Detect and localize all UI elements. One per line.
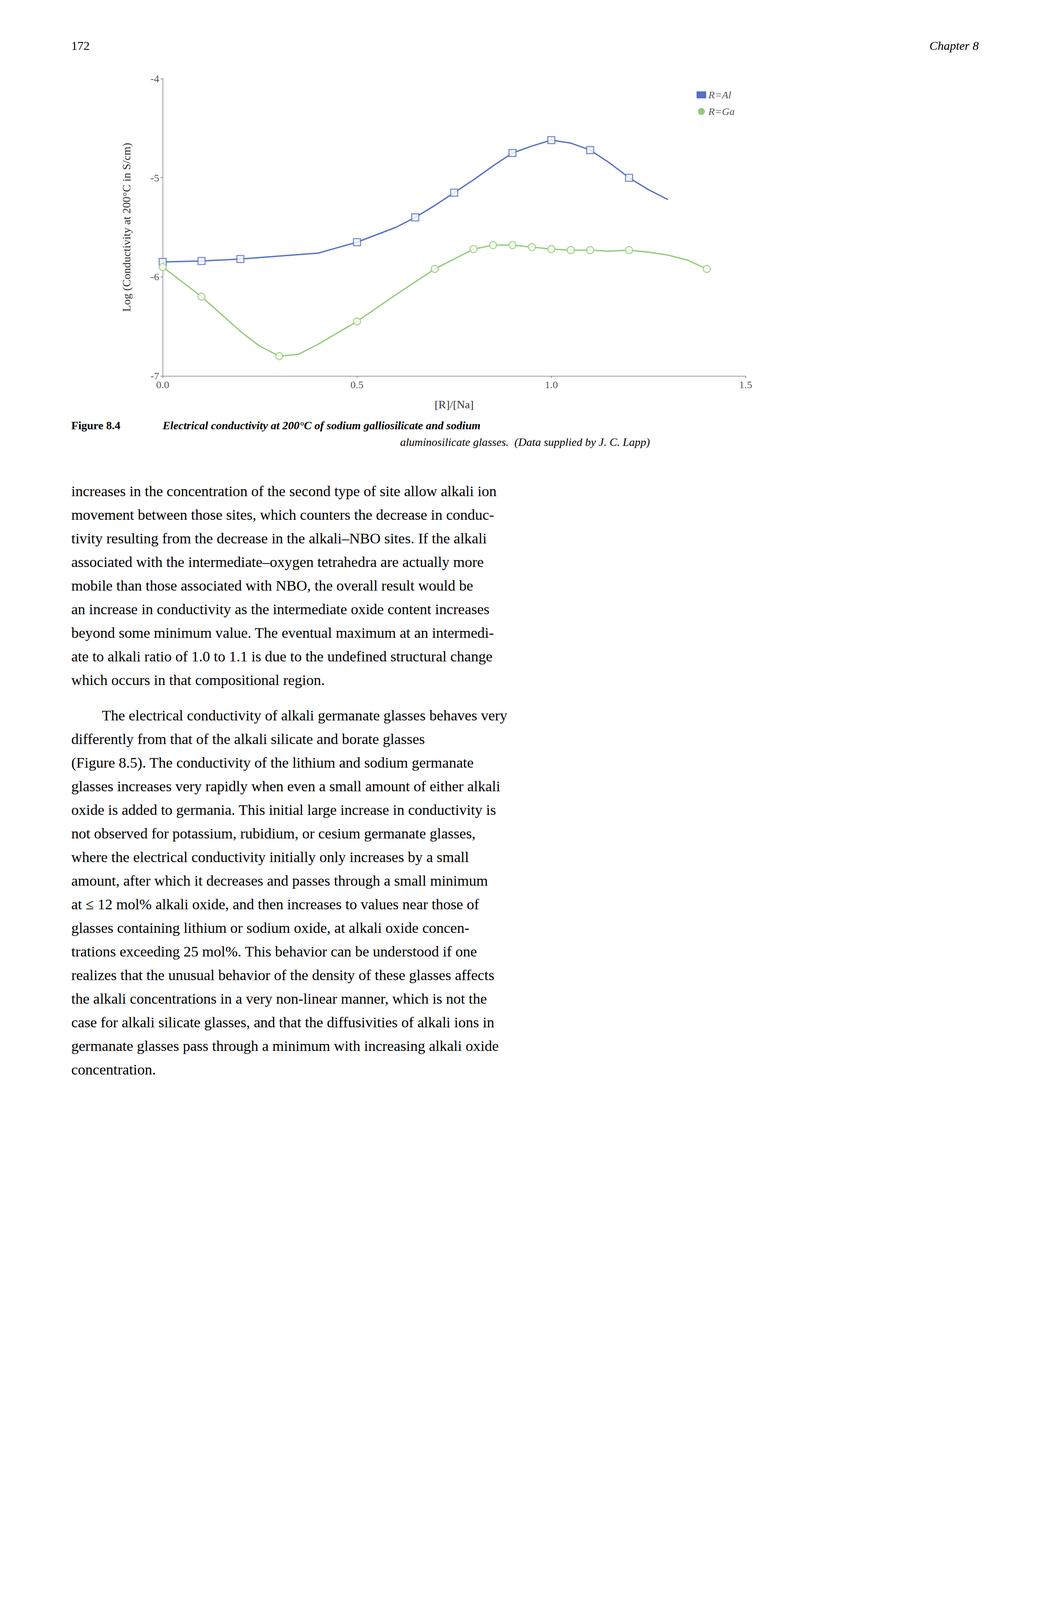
svg-text:germanate glasses pass through: germanate glasses pass through a minimum… bbox=[71, 1038, 499, 1055]
svg-text:Chapter 8: Chapter 8 bbox=[929, 38, 979, 53]
svg-text:(Figure 8.5). The conductivity: (Figure 8.5). The conductivity of the li… bbox=[71, 754, 474, 772]
svg-text:not observed for potassium, ru: not observed for potassium, rubidium, or… bbox=[71, 825, 476, 842]
svg-text:ate to alkali ratio of 1.0 to: ate to alkali ratio of 1.0 to 1.1 is due… bbox=[71, 648, 493, 665]
svg-text:at ≤ 12 mol% alkali oxide, and: at ≤ 12 mol% alkali oxide, and then incr… bbox=[71, 896, 480, 913]
svg-text:increases in the concentration: increases in the concentration of the se… bbox=[71, 483, 497, 500]
svg-text:R=Al: R=Al bbox=[708, 89, 732, 101]
svg-text:an increase in conductivity as: an increase in conductivity as the inter… bbox=[71, 601, 490, 618]
svg-text:Log (Conductivity at 200°C in: Log (Conductivity at 200°C in S/cm) bbox=[120, 143, 133, 313]
svg-text:amount, after which it decreas: amount, after which it decreases and pas… bbox=[71, 872, 489, 890]
svg-text:beyond some minimum value. The: beyond some minimum value. The eventual … bbox=[71, 624, 494, 642]
svg-text:-7: -7 bbox=[150, 370, 160, 382]
svg-text:R=Ga: R=Ga bbox=[708, 105, 735, 118]
svg-text:1.0: 1.0 bbox=[544, 379, 559, 391]
svg-text:-4: -4 bbox=[150, 73, 160, 85]
svg-text:glasses increases very rapidly: glasses increases very rapidly when even… bbox=[71, 778, 501, 795]
svg-text:associated with the intermedia: associated with the intermediate–oxygen … bbox=[71, 554, 484, 571]
svg-text:glasses containing lithium or: glasses containing lithium or sodium oxi… bbox=[71, 920, 470, 937]
svg-text:172: 172 bbox=[71, 38, 90, 53]
svg-text:Figure 8.4: Figure 8.4 bbox=[71, 419, 121, 433]
svg-text:-6: -6 bbox=[150, 271, 160, 283]
svg-text:differently from that of the a: differently from that of the alkali sili… bbox=[71, 731, 425, 748]
svg-text:-5: -5 bbox=[150, 172, 160, 184]
svg-text:The electrical conductivity of: The electrical conductivity of alkali ge… bbox=[101, 707, 508, 724]
svg-text:Electrical conductivity at 200: Electrical conductivity at 200°C of sodi… bbox=[162, 419, 481, 433]
svg-text:case for alkali silicate glass: case for alkali silicate glasses, and th… bbox=[71, 1014, 495, 1031]
svg-text:[R]/[Na]: [R]/[Na] bbox=[434, 398, 475, 412]
svg-text:realizes that the unusual beha: realizes that the unusual behavior of th… bbox=[71, 967, 495, 984]
svg-text:trations exceeding 25 mol%. Th: trations exceeding 25 mol%. This behavio… bbox=[71, 943, 478, 960]
svg-text:aluminosilicate glasses. (Dat: aluminosilicate glasses. (Data supplied … bbox=[400, 436, 650, 449]
svg-text:0.5: 0.5 bbox=[350, 379, 364, 391]
svg-text:which occurs in that compositi: which occurs in that compositional regio… bbox=[71, 672, 325, 689]
svg-text:movement between those sites,: movement between those sites, which coun… bbox=[71, 506, 495, 524]
svg-text:mobile than those associated w: mobile than those associated with NBO, t… bbox=[71, 577, 474, 594]
svg-text:0.0: 0.0 bbox=[156, 379, 170, 391]
svg-text:1.5: 1.5 bbox=[739, 379, 753, 391]
svg-text:oxide is added to germania. Th: oxide is added to germania. This initial… bbox=[71, 802, 496, 819]
svg-text:where the electrical conductiv: where the electrical conductivity initia… bbox=[71, 849, 469, 866]
svg-text:tivity resulting from the decr: tivity resulting from the decrease in th… bbox=[71, 530, 487, 547]
svg-text:concentration.: concentration. bbox=[71, 1061, 157, 1078]
svg-text:the alkali concentrations in a: the alkali concentrations in a very non-… bbox=[71, 990, 487, 1008]
